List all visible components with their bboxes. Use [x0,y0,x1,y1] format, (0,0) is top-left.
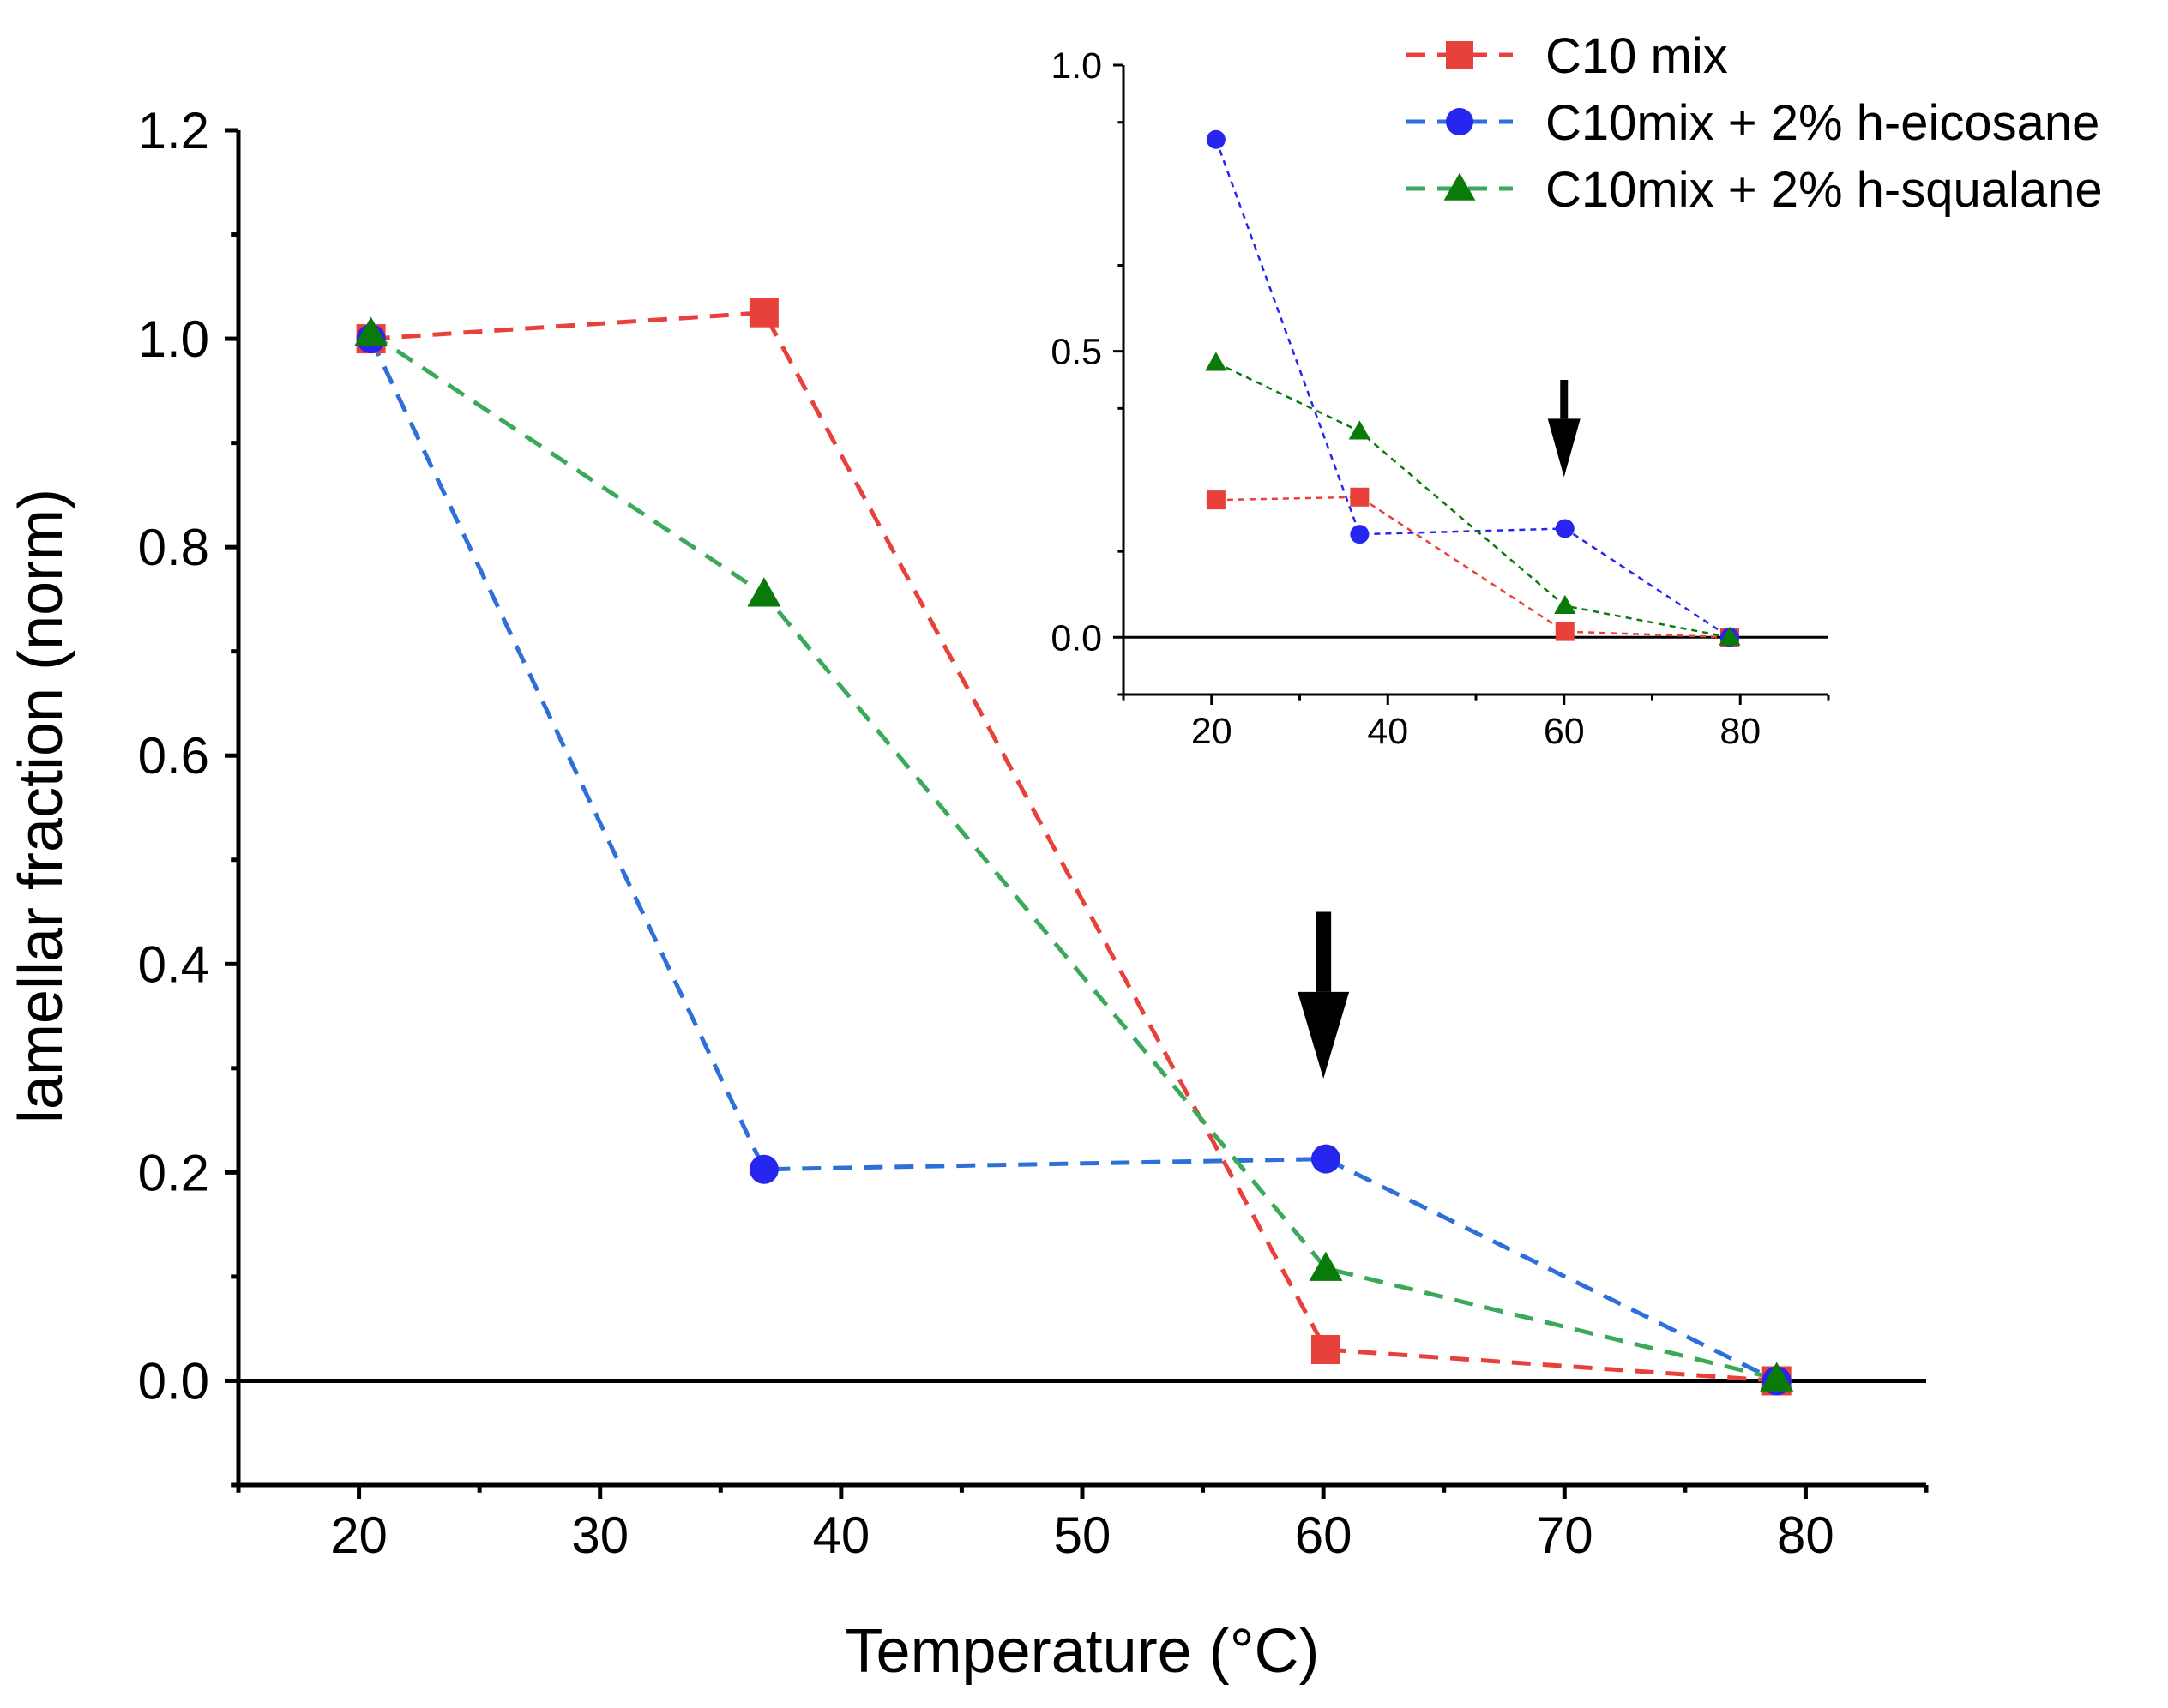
main-y-tick-label: 0.8 [138,519,209,576]
inset-series-3-point [1348,420,1371,440]
main-series-3-point [747,577,781,607]
inset-x-tick-label: 80 [1719,711,1761,752]
main-y-tick-label: 0.6 [138,727,209,785]
main-x-tick-label: 30 [571,1507,629,1564]
main-series-2-point [749,1154,779,1184]
main-y-tick-label: 0.4 [138,935,209,993]
legend: C10 mix C10mix + 2% h-eicosane C10mix + 2%… [1406,28,2103,218]
inset-series-1-point [1350,487,1370,507]
inset-series-3-point [1205,352,1227,371]
main-series-3-point [1309,1251,1343,1281]
inset-series-1-line [1215,496,1730,639]
legend-entry-3-marker [1443,172,1476,201]
inset-arrow-head [1547,418,1581,478]
main-series-3-point [1760,1362,1794,1392]
main-x-tick-label: 50 [1054,1507,1111,1564]
main-x-tick-label: 40 [812,1507,870,1564]
inset-x-tick-label: 60 [1544,711,1585,752]
inset-x-tick-label: 40 [1367,711,1408,752]
inset-series-1-point [1555,622,1575,641]
inset-plot: 20 40 60 80 0.0 0.5 1.0 [1051,45,1830,752]
main-series-2-point [1310,1144,1340,1174]
main-y-tick-label: 0.2 [138,1144,209,1201]
main-series-1-line [370,310,1777,1383]
legend-entry-1-marker [1446,41,1473,69]
main-plot: 20 30 40 50 60 70 80 0.0 0.2 0.4 0.6 0.8 1.0 1.2 [138,102,1929,1564]
inset-series-3-point [1719,626,1741,646]
main-y-tick-label: 1.2 [138,102,209,159]
x-axis-label: Temperature (°C) [846,1617,1320,1686]
main-series-3-line [370,331,1778,1381]
inset-series-3-point [1554,594,1576,615]
inset-series-1-point [1206,490,1226,510]
inset-y-tick-label: 0.0 [1051,617,1102,659]
y-axis-label: lamellar fraction (norm) [7,489,75,1123]
inset-y-tick-label: 1.0 [1051,45,1102,87]
main-x-tick-label: 80 [1777,1507,1834,1564]
main-y-tick-label: 0.0 [138,1352,209,1410]
main-series-1-point [1310,1335,1340,1364]
inset-series-2-point [1555,519,1575,538]
main-y-tick-label: 1.0 [138,310,209,368]
inset-y-tick-label: 0.5 [1051,332,1102,373]
main-x-tick-label: 70 [1536,1507,1593,1564]
legend-entry-2-label: C10mix + 2% h-eicosane [1545,95,2099,151]
inset-series-2-point [1206,129,1226,149]
inset-series-3-line [1215,361,1731,639]
legend-entry-3-label: C10mix + 2% h-squalane [1545,162,2103,218]
legend-entry-1-label: C10 mix [1545,28,1728,84]
main-arrow-head [1298,991,1350,1079]
main-x-tick-label: 60 [1295,1507,1352,1564]
inset-x-tick-label: 20 [1191,711,1232,752]
main-series-3-point [354,316,388,346]
legend-entry-2-marker [1446,108,1473,135]
main-series-1-point [749,298,779,328]
main-series-2-line [369,338,1778,1383]
main-x-tick-label: 20 [330,1507,388,1564]
inset-series-2-point [1350,525,1370,544]
